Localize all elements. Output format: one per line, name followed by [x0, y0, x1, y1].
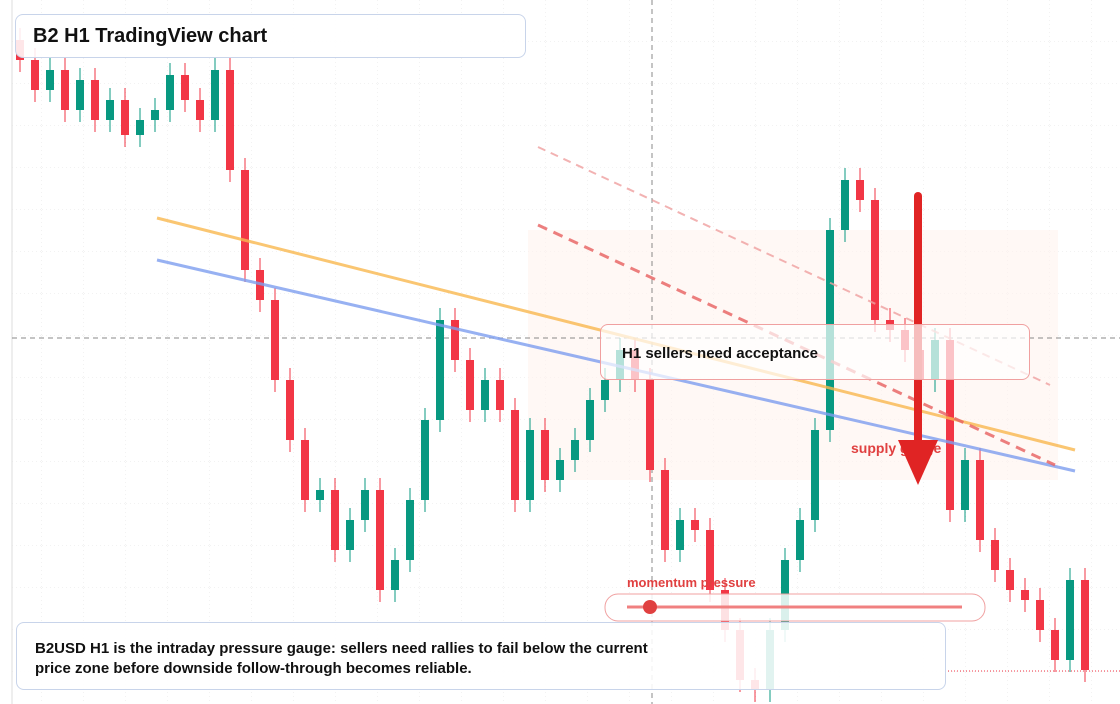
candle-body [151, 110, 159, 120]
candle-body [796, 520, 804, 560]
candle-body [136, 120, 144, 135]
candle-body [166, 75, 174, 110]
caption-text: B2USD H1 is the intraday pressure gauge:… [35, 640, 648, 677]
candle-body [61, 70, 69, 110]
candle-body [991, 540, 999, 570]
candle-body [46, 70, 54, 90]
candle-body [511, 410, 519, 500]
candle-body [436, 320, 444, 420]
candle-body [856, 180, 864, 200]
candle-body [196, 100, 204, 120]
candle-body [346, 520, 354, 550]
candle-body [946, 340, 954, 510]
candle-body [286, 380, 294, 440]
candle-body [241, 170, 249, 270]
candle-body [646, 380, 654, 470]
candle-body [226, 70, 234, 170]
candle-body [376, 490, 384, 590]
dashed-line [537, 223, 1056, 467]
candle-body [871, 200, 879, 320]
candle-body [121, 100, 129, 135]
candle-body [271, 300, 279, 380]
candle-body [91, 80, 99, 120]
candle-body [451, 320, 459, 360]
candle-body [211, 70, 219, 120]
candle-body [301, 440, 309, 500]
candle-body [961, 460, 969, 510]
chart-title: B2 H1 TradingView chart [15, 14, 526, 58]
candle-body [1066, 580, 1074, 660]
gauge-label: momentum pressure [627, 575, 756, 590]
candle-body [811, 430, 819, 520]
candle-body [541, 430, 549, 480]
candle-body [841, 180, 849, 230]
candle-body [526, 430, 534, 500]
gauge-knob [643, 600, 657, 614]
candle-body [181, 75, 189, 100]
dashed-line [537, 146, 1051, 386]
candle-body [391, 560, 399, 590]
candle-body [76, 80, 84, 110]
candle-body [466, 360, 474, 410]
candle-body [1051, 630, 1059, 660]
arrow-head [898, 440, 938, 485]
candle-body [691, 520, 699, 530]
candle-body [1021, 590, 1029, 600]
candle-body [661, 470, 669, 550]
candle-body [586, 400, 594, 440]
candle-body [556, 460, 564, 480]
candle-body [406, 500, 414, 560]
candle-body [31, 60, 39, 90]
candle-body [676, 520, 684, 550]
candle-body [706, 530, 714, 590]
candle-body [106, 100, 114, 120]
candle-body [421, 420, 429, 500]
candle-body [481, 380, 489, 410]
annotation: H1 sellers need acceptance [600, 324, 1030, 380]
candle-body [1081, 580, 1089, 670]
candle-body [601, 380, 609, 400]
candle-body [331, 490, 339, 550]
candle-body [1036, 600, 1044, 630]
candle-body [316, 490, 324, 500]
caption: B2USD H1 is the intraday pressure gauge:… [16, 622, 946, 690]
candle-body [976, 460, 984, 540]
candle-body [361, 490, 369, 520]
candle-body [571, 440, 579, 460]
candle-body [496, 380, 504, 410]
candle-body [1006, 570, 1014, 590]
